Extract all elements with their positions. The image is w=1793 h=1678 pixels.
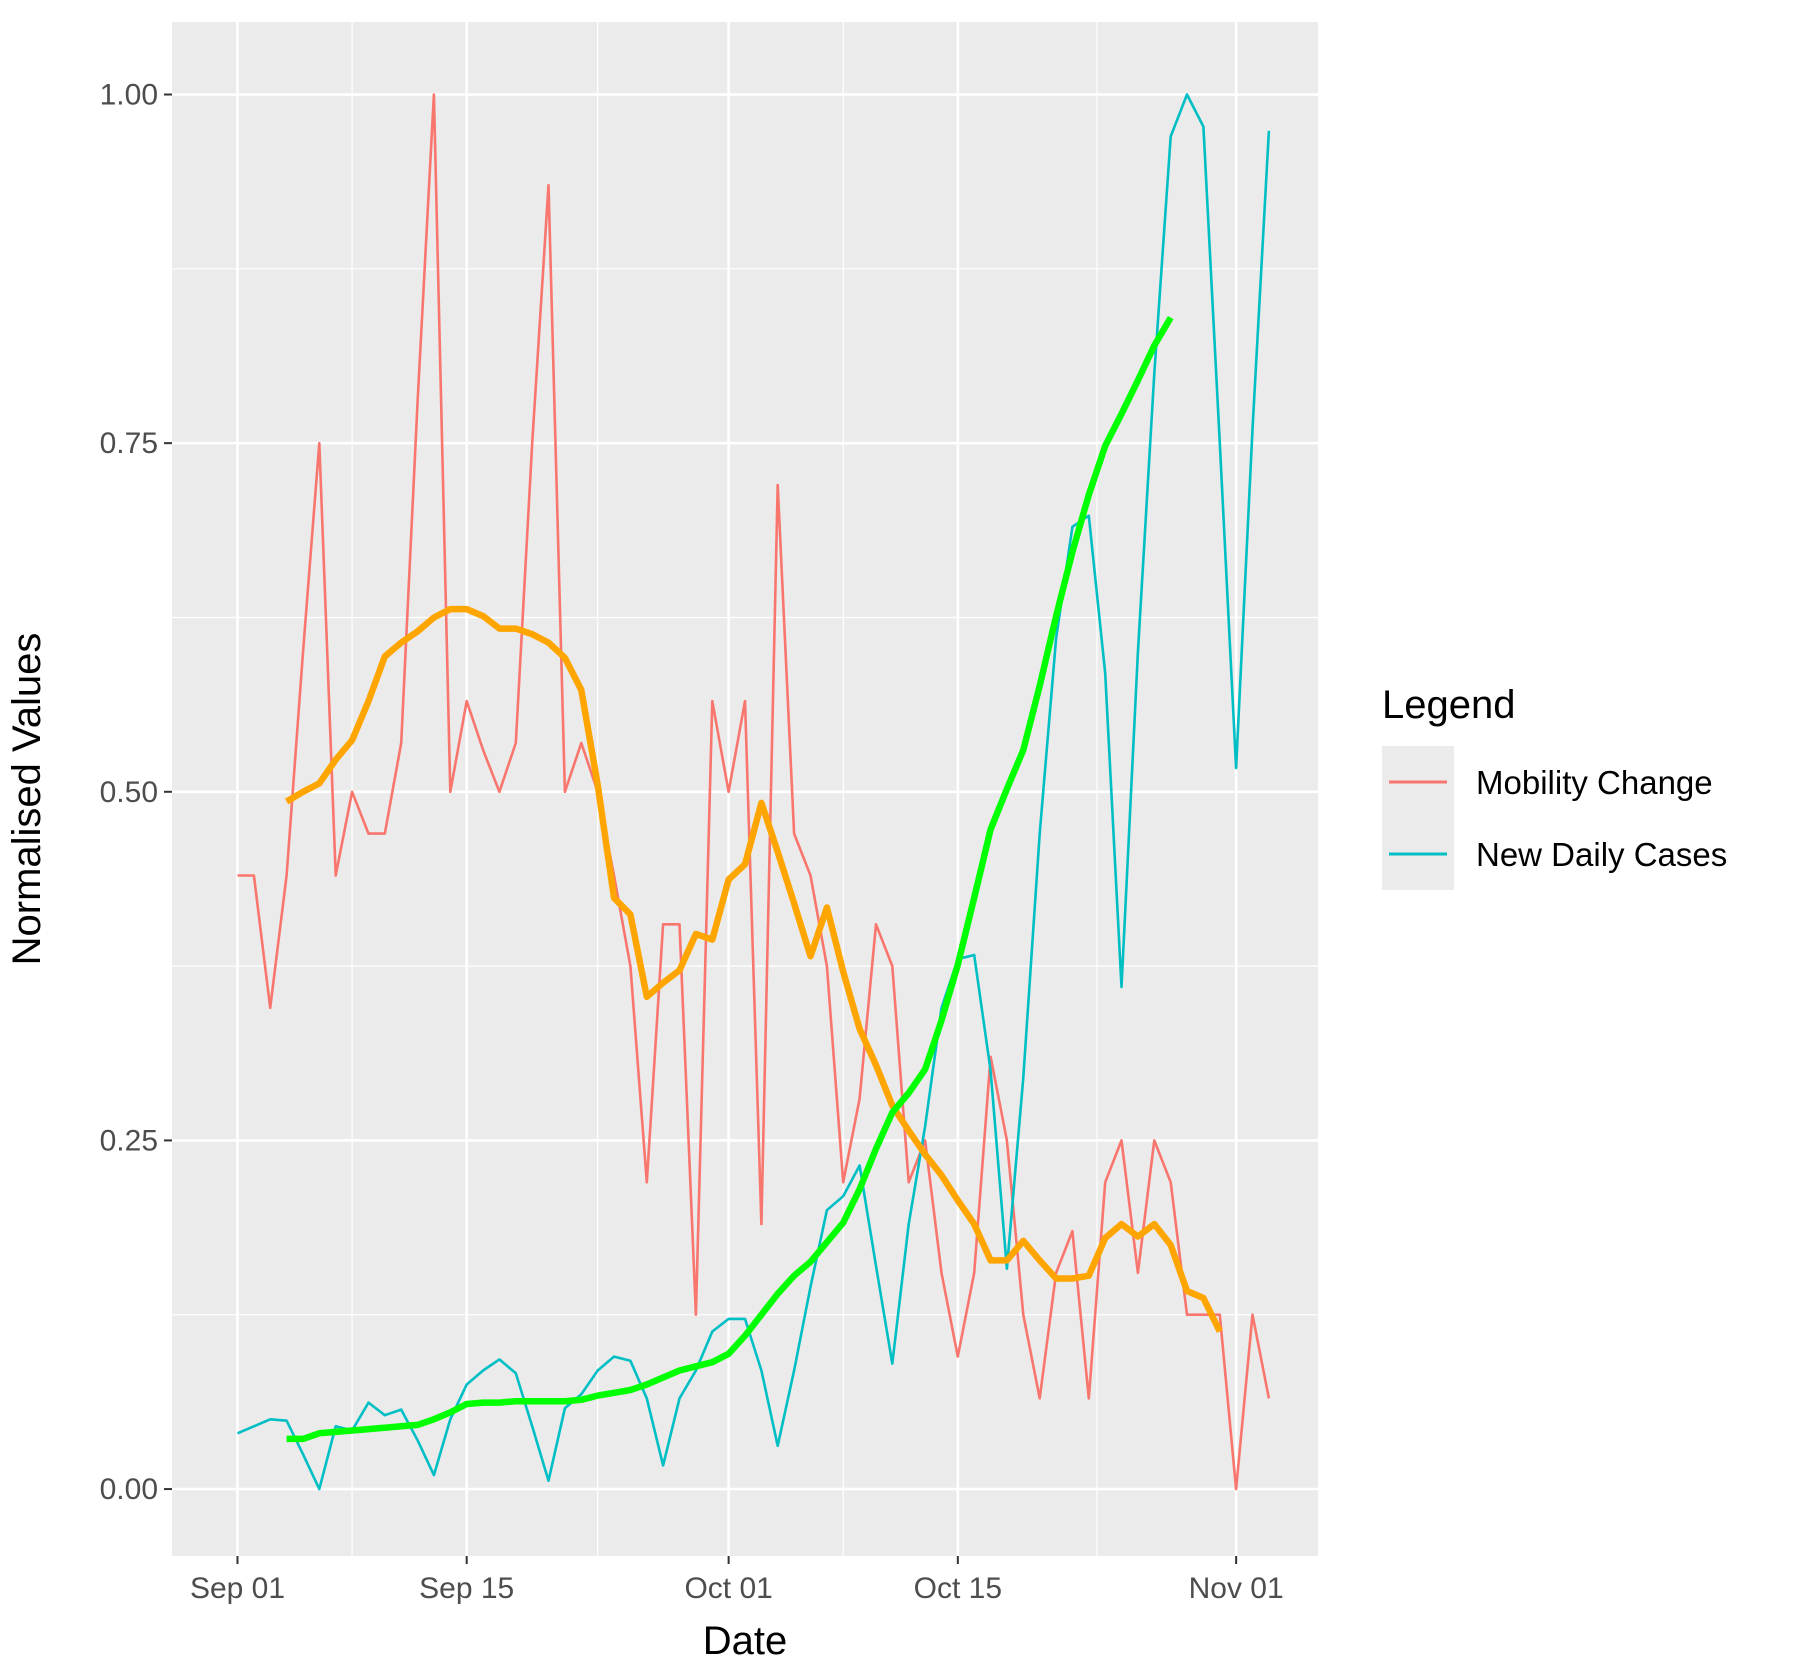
series-layer — [236, 93, 1271, 1491]
y-tick-label: 0.00 — [100, 1473, 158, 1506]
legend: Legend Mobility Change New Daily Cases — [1382, 683, 1727, 890]
y-tick-label: 0.50 — [100, 776, 158, 809]
y-tick-label: 0.25 — [100, 1124, 158, 1157]
series-line-mobility-change — [237, 93, 1271, 1491]
x-axis-title: Date — [703, 1619, 788, 1663]
legend-label: Mobility Change — [1476, 764, 1713, 801]
y-tick-label: 1.00 — [100, 79, 158, 112]
x-tick-label: Nov 01 — [1189, 1572, 1284, 1605]
legend-title: Legend — [1382, 683, 1515, 727]
x-tick-labels: Sep 01 Sep 15 Oct 01 Oct 15 Nov 01 — [190, 1572, 1284, 1605]
y-tick-labels: 0.00 0.25 0.50 0.75 1.00 — [100, 79, 158, 1507]
plot-panel — [172, 22, 1318, 1556]
x-tick-label: Sep 15 — [419, 1572, 514, 1605]
x-tick-label: Oct 15 — [914, 1572, 1002, 1605]
axis-ticks — [164, 93, 1238, 1564]
legend-label: New Daily Cases — [1476, 836, 1727, 873]
x-tick-label: Oct 01 — [684, 1572, 772, 1605]
legend-key-background — [1382, 746, 1454, 890]
series-line-mobility-smooth — [284, 605, 1223, 1333]
y-tick-label: 0.75 — [100, 427, 158, 460]
grid-major — [172, 22, 1318, 1556]
series-line-cases-smooth — [286, 315, 1174, 1443]
x-tick-label: Sep 01 — [190, 1572, 285, 1605]
legend-entries: Mobility Change New Daily Cases — [1382, 746, 1727, 890]
y-axis-title: Normalised Values — [5, 633, 49, 966]
